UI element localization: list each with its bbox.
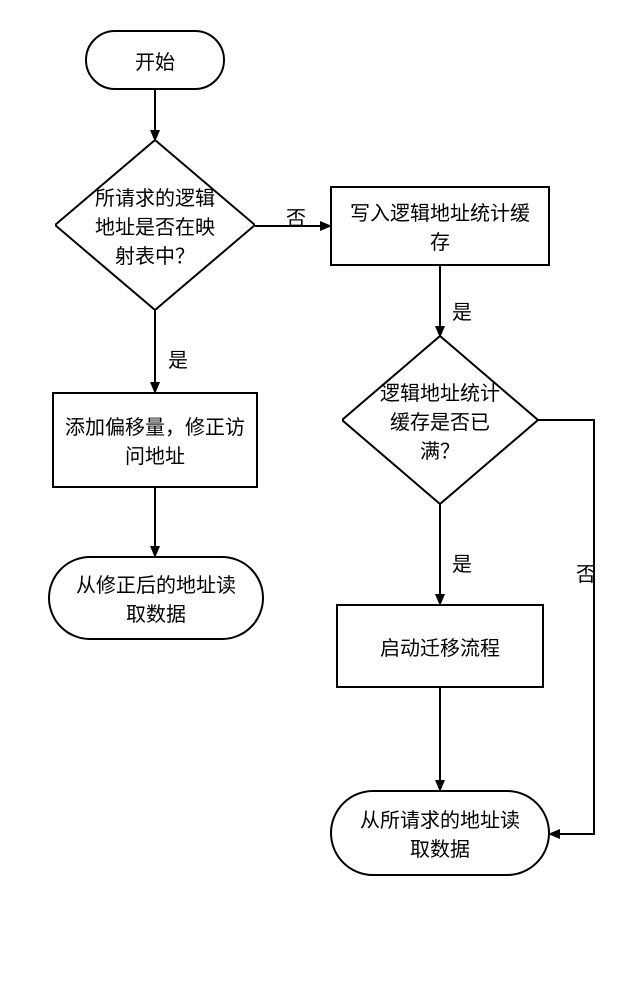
decision-cache-full-label: 逻辑地址统计缓存是否已满？ — [377, 377, 502, 464]
migrate-node: 启动迁移流程 — [336, 604, 544, 688]
edge-label-no-1: 否 — [286, 202, 306, 231]
add-offset-label: 添加偏移量，修正访问地址 — [64, 411, 246, 469]
edge-label-yes-1: 是 — [168, 344, 188, 373]
read-req-label: 从所请求的地址读取数据 — [354, 804, 526, 862]
decision-in-map: 所请求的逻辑地址是否在映射表中？ — [55, 140, 255, 310]
write-cache-node: 写入逻辑地址统计缓存 — [330, 186, 550, 266]
edge-label-yes-2: 是 — [452, 296, 472, 325]
migrate-label: 启动迁移流程 — [380, 632, 500, 661]
decision-cache-full: 逻辑地址统计缓存是否已满？ — [342, 336, 538, 504]
start-label: 开始 — [135, 46, 175, 75]
read-fixed-label: 从修正后的地址读取数据 — [72, 569, 240, 627]
read-req-node: 从所请求的地址读取数据 — [330, 790, 550, 876]
write-cache-label: 写入逻辑地址统计缓存 — [342, 197, 538, 255]
edge-label-no-2: 否 — [576, 558, 596, 587]
start-node: 开始 — [85, 30, 225, 90]
edge-d2-readreq — [538, 420, 594, 834]
read-fixed-node: 从修正后的地址读取数据 — [48, 556, 264, 640]
edge-label-yes-3: 是 — [452, 548, 472, 577]
decision-in-map-label: 所请求的逻辑地址是否在映射表中？ — [91, 182, 219, 269]
add-offset-node: 添加偏移量，修正访问地址 — [52, 392, 258, 488]
